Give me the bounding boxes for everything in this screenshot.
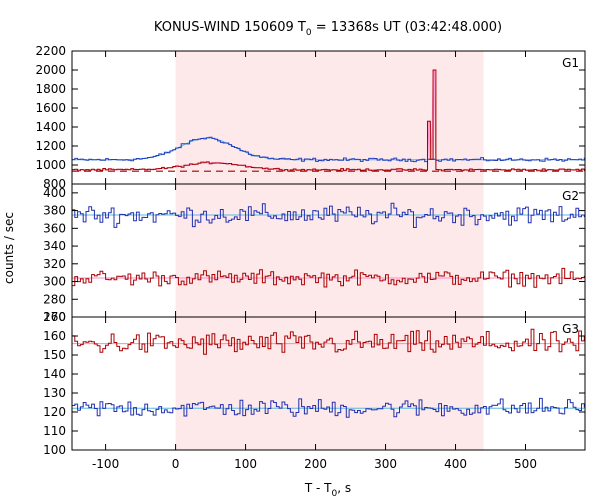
series-upper-histogram	[72, 202, 585, 228]
x-tick-label: -100	[92, 457, 119, 471]
panel-label: G3	[562, 322, 579, 336]
y-tick-label: 160	[43, 329, 66, 343]
series-upper-histogram	[72, 136, 585, 163]
y-tick-label: 380	[43, 204, 66, 218]
y-tick-label: 320	[43, 257, 66, 271]
y-tick-label: 1200	[35, 139, 66, 153]
y-tick-label: 800	[43, 177, 66, 191]
y-tick-label: 2000	[35, 63, 66, 77]
y-tick-label: 170	[43, 310, 66, 324]
y-tick-label: 2200	[35, 44, 66, 58]
y-tick-label: 1400	[35, 120, 66, 134]
y-tick-label: 110	[43, 424, 66, 438]
y-tick-label: 100	[43, 443, 66, 457]
x-tick-label: 300	[374, 457, 397, 471]
y-tick-label: 400	[43, 186, 66, 200]
panel-g1: 800 1000 1200 1400 1600 1800 2000 2200 G1	[35, 44, 586, 191]
x-tick-label: 200	[304, 457, 327, 471]
highlight-interval	[175, 51, 484, 184]
panel-g3: 100 110 120 130 140 150 160 170 G3	[43, 310, 586, 457]
y-tick-label: 340	[43, 239, 66, 253]
highlight-interval	[175, 184, 484, 317]
y-tick-label: 150	[43, 348, 66, 362]
x-tick-label: 400	[444, 457, 467, 471]
panel-frame	[71, 316, 586, 451]
y-tick-label: 1000	[35, 158, 66, 172]
panel-g2: 260 280 300 320 340 360 380 400 G2	[43, 183, 586, 324]
y-tick-label: 1800	[35, 82, 66, 96]
y-tick-label: 300	[43, 275, 66, 289]
series-lower-histogram	[72, 397, 585, 418]
y-tick-label: 260	[43, 310, 66, 324]
y-tick-label: 140	[43, 367, 66, 381]
x-tick-label: 500	[514, 457, 537, 471]
y-tick-label: 120	[43, 405, 66, 419]
y-tick-label: 280	[43, 292, 66, 306]
plot-area: 8001000120014001600180020002200G12602803…	[35, 44, 586, 471]
series-upper-histogram	[72, 328, 585, 355]
y-axis-label: counts / sec	[2, 212, 16, 284]
panel-label: G1	[562, 56, 579, 70]
highlight-interval	[175, 317, 484, 450]
y-tick-label: 360	[43, 221, 66, 235]
panel-label: G2	[562, 189, 579, 203]
x-tick-label: 100	[234, 457, 257, 471]
x-axis-label: T - T0, s	[304, 481, 351, 499]
y-tick-label: 130	[43, 386, 66, 400]
series-lower-histogram	[72, 69, 585, 172]
series-lower-histogram	[72, 267, 585, 288]
chart-title: KONUS-WIND 150609 T0 = 13368s UT (03:42:…	[154, 20, 502, 38]
x-tick-label: 0	[172, 457, 180, 471]
y-tick-label: 1600	[35, 101, 66, 115]
